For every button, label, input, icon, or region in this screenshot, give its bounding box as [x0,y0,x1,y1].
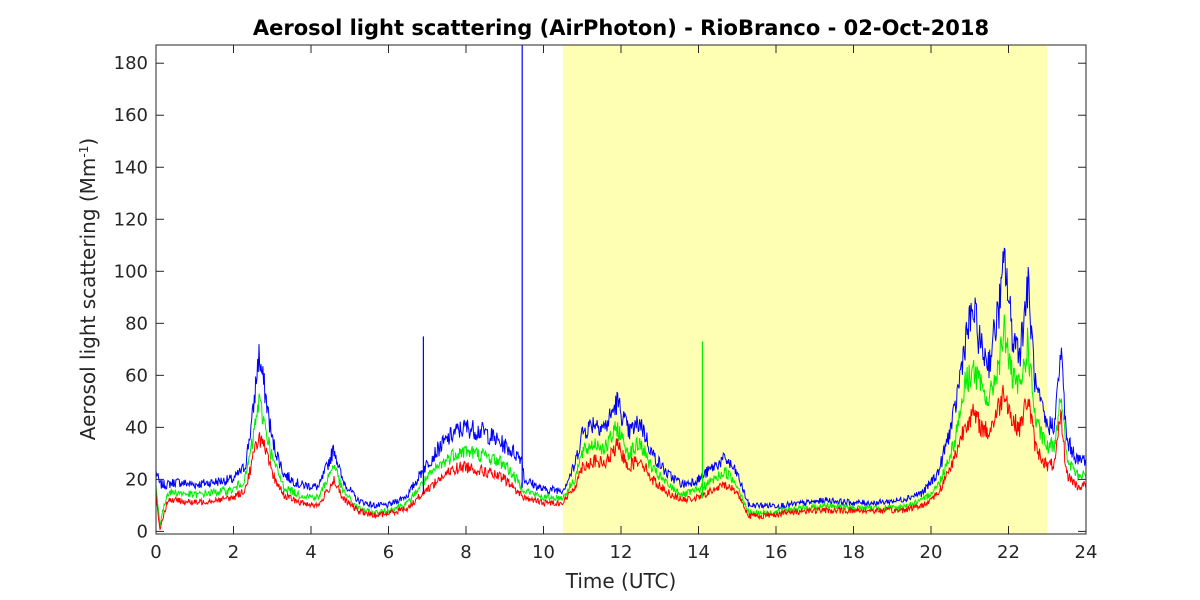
y-tick-label: 20 [125,469,148,490]
x-tick-label: 16 [765,542,788,563]
x-tick-label: 14 [687,542,710,563]
x-tick-label: 4 [305,542,316,563]
x-axis-label: Time (UTC) [565,569,677,593]
x-tick-label: 10 [532,542,555,563]
x-tick-label: 0 [150,542,161,563]
y-tick-label: 80 [125,313,148,334]
y-tick-label: 100 [114,261,148,282]
x-tick-label: 8 [460,542,471,563]
series-line-3 [155,384,1087,530]
y-tick-label: 40 [125,417,148,438]
x-axis-ticks: 0 2 4 6 8 10 12 14 16 18 20 22 24 [150,45,1097,563]
series-line-1 [155,247,1087,510]
y-tick-label: 180 [114,53,148,74]
y-axis-label-main: Aerosol light scattering (Mm [76,158,100,441]
x-tick-label: 6 [383,542,394,563]
y-axis-label: Aerosol light scattering (Mm-1) [76,138,100,440]
x-tick-label: 2 [228,542,239,563]
chart-title: Aerosol light scattering (AirPhoton) - R… [253,16,989,40]
x-tick-label: 18 [842,542,865,563]
y-axis-label-end: ) [76,138,100,146]
x-tick-label: 20 [920,542,943,563]
y-tick-label: 0 [137,521,148,542]
y-tick-label: 140 [114,157,148,178]
y-tick-label: 120 [114,209,148,230]
x-tick-label: 24 [1075,542,1098,563]
y-axis-ticks: 0 20 40 60 80 100 120 140 160 180 [114,53,1086,542]
y-axis-label-superscript: -1 [77,146,91,158]
x-tick-label: 22 [997,542,1020,563]
series-line-2 [155,314,1087,526]
x-tick-label: 12 [610,542,633,563]
y-tick-label: 160 [114,105,148,126]
series-layer [155,45,1087,530]
y-tick-label: 60 [125,365,148,386]
